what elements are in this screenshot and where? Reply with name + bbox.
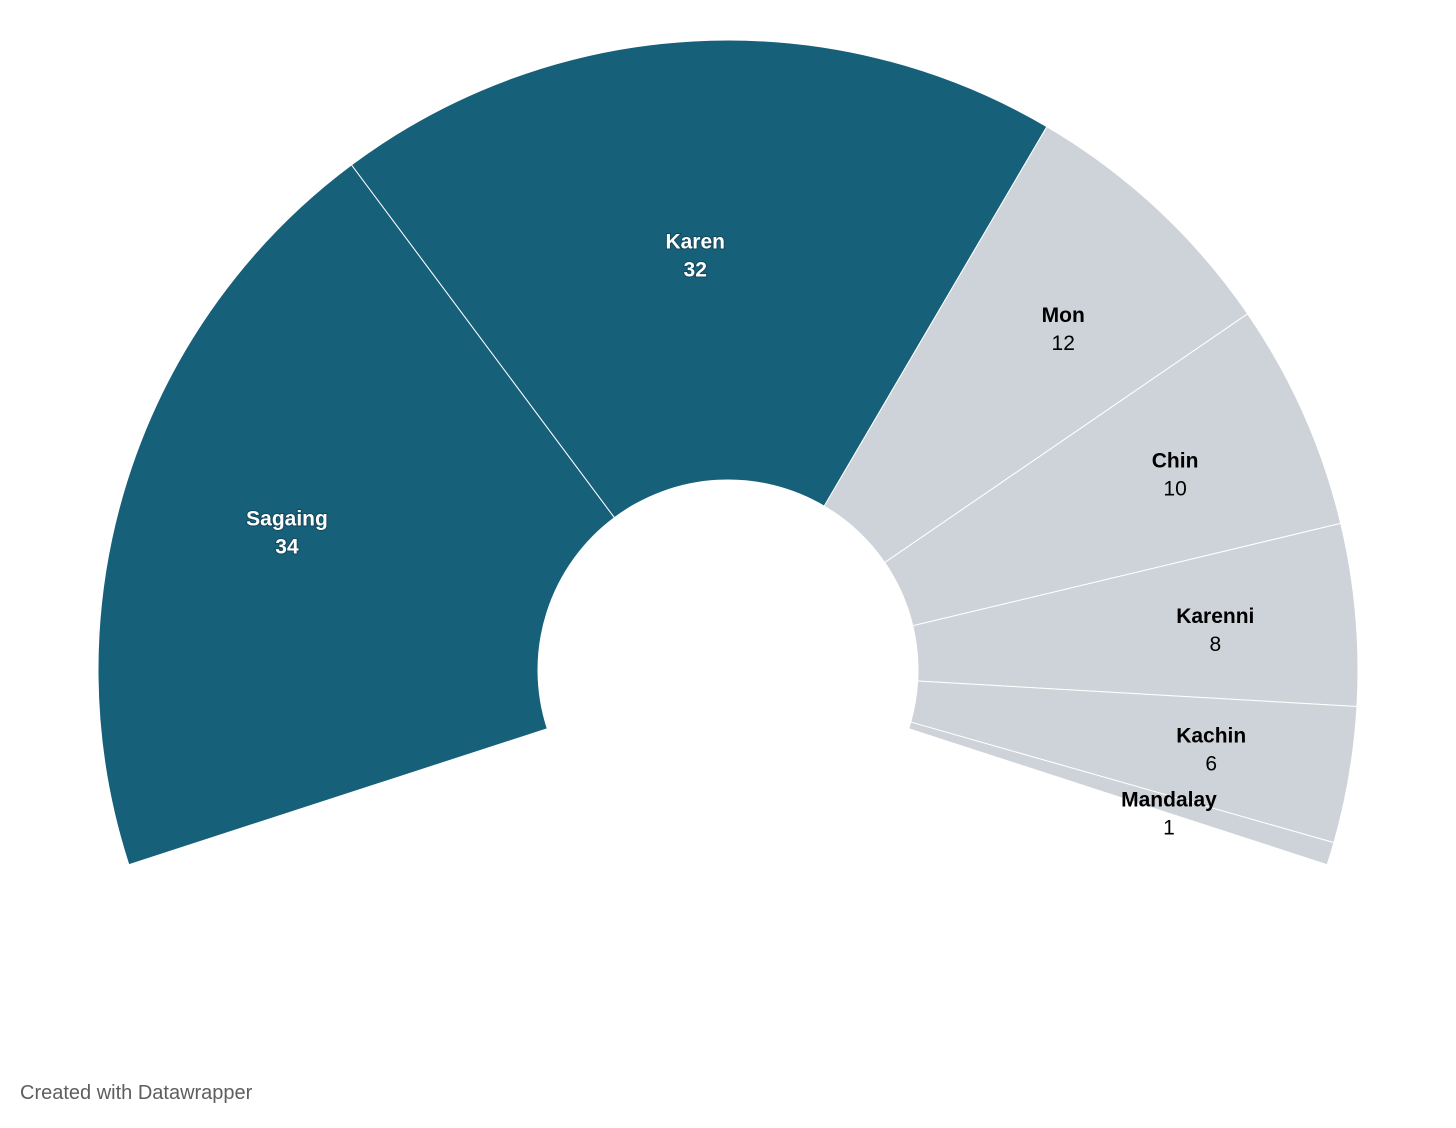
- chart-labels: Sagaing 34 Karen 32 Mon 12 Chin 10 Karenni 8 Kachi…: [245, 229, 1254, 839]
- segment-label-chin: Chin: [1152, 449, 1199, 472]
- segment-value-mon: 12: [1052, 332, 1075, 355]
- segment-mon[interactable]: [823, 125, 1249, 564]
- segment-karen[interactable]: [350, 39, 1048, 519]
- segment-label-sagaing: Sagaing: [246, 508, 328, 531]
- segment-value-chin: 10: [1163, 477, 1186, 500]
- segment-label-kachin: Kachin: [1176, 724, 1246, 747]
- segment-kachin[interactable]: [910, 680, 1358, 844]
- segment-label-karenni: Karenni: [1176, 605, 1254, 628]
- segment-value-kachin: 6: [1205, 752, 1217, 775]
- segment-value-karenni: 8: [1209, 633, 1221, 656]
- segment-mandalay[interactable]: [908, 721, 1335, 866]
- segment-chin[interactable]: [884, 313, 1342, 627]
- segment-value-mandalay: 1: [1163, 816, 1175, 839]
- segment-value-sagaing: 34: [275, 536, 299, 559]
- datawrapper-credit: Created with Datawrapper: [20, 1082, 253, 1104]
- segment-label-mandalay: Mandalay: [1121, 788, 1217, 811]
- segment-sagaing[interactable]: [97, 164, 616, 866]
- segment-label-mon: Mon: [1042, 304, 1085, 327]
- segment-value-karen: 32: [684, 258, 707, 281]
- segment-label-karen: Karen: [665, 230, 725, 253]
- chart-segments: [97, 39, 1359, 866]
